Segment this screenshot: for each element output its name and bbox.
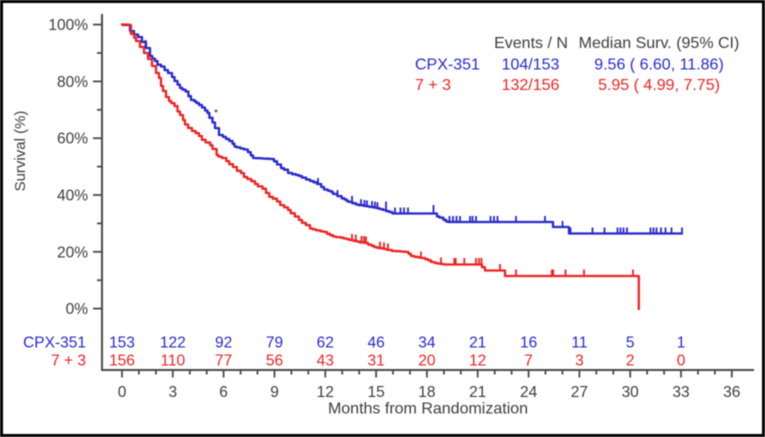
svg-text:33: 33	[672, 384, 689, 401]
svg-text:132/156: 132/156	[502, 77, 560, 94]
svg-text:Months from Randomization: Months from Randomization	[328, 401, 528, 418]
svg-text:156: 156	[109, 353, 135, 370]
svg-text:21: 21	[469, 335, 486, 352]
svg-text:3: 3	[168, 384, 177, 401]
svg-text:36: 36	[723, 384, 740, 401]
svg-text:62: 62	[317, 335, 334, 352]
svg-text:56: 56	[266, 353, 283, 370]
svg-text:0: 0	[677, 353, 686, 370]
svg-text:18: 18	[418, 384, 435, 401]
svg-text:CPX-351: CPX-351	[415, 57, 480, 74]
svg-text:Events / N: Events / N	[494, 35, 568, 52]
svg-text:7 + 3: 7 + 3	[51, 353, 86, 370]
svg-text:46: 46	[367, 335, 384, 352]
svg-text:Survival (%): Survival (%)	[12, 111, 29, 192]
svg-text:100%: 100%	[48, 17, 88, 34]
svg-text:34: 34	[418, 335, 436, 352]
svg-text:12: 12	[317, 384, 334, 401]
svg-text:104/153: 104/153	[502, 57, 560, 74]
svg-text:20: 20	[418, 353, 436, 370]
svg-text:40%: 40%	[57, 188, 88, 205]
svg-text:0: 0	[118, 384, 127, 401]
svg-text:Median Surv. (95% CI): Median Surv. (95% CI)	[579, 35, 740, 52]
svg-text:7 + 3: 7 + 3	[415, 77, 451, 94]
svg-text:153: 153	[109, 335, 135, 352]
svg-text:5: 5	[626, 335, 635, 352]
svg-text:12: 12	[469, 353, 486, 370]
svg-text:6: 6	[219, 384, 228, 401]
svg-text:15: 15	[367, 384, 384, 401]
svg-text:110: 110	[160, 353, 185, 370]
svg-text:31: 31	[367, 353, 384, 370]
svg-text:24: 24	[520, 384, 538, 401]
svg-text:3: 3	[575, 353, 584, 370]
svg-text:0%: 0%	[66, 301, 89, 318]
svg-text:77: 77	[215, 353, 232, 370]
svg-text:2: 2	[626, 353, 635, 370]
svg-text:92: 92	[215, 335, 232, 352]
svg-text:21: 21	[469, 384, 486, 401]
svg-text:CPX-351: CPX-351	[23, 335, 86, 352]
svg-text:5.95 ( 4.99, 7.75): 5.95 ( 4.99, 7.75)	[598, 77, 720, 94]
svg-text:79: 79	[266, 335, 283, 352]
svg-text:27: 27	[571, 384, 588, 401]
svg-text:9: 9	[270, 384, 279, 401]
svg-text:9.56 ( 6.60, 11.86): 9.56 ( 6.60, 11.86)	[594, 57, 724, 74]
svg-text:7: 7	[524, 353, 533, 370]
svg-text:16: 16	[520, 335, 537, 352]
svg-text:122: 122	[160, 335, 186, 352]
svg-text:30: 30	[622, 384, 640, 401]
svg-text:60%: 60%	[57, 131, 88, 148]
svg-text:20%: 20%	[57, 244, 88, 261]
svg-text:1: 1	[677, 335, 686, 352]
svg-text:80%: 80%	[57, 74, 88, 91]
svg-text:11: 11	[571, 335, 587, 352]
svg-text:43: 43	[317, 353, 334, 370]
